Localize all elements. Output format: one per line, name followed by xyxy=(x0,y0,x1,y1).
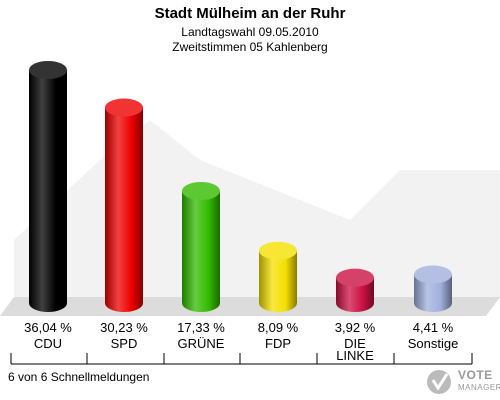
chart-subtitle-district: Zweitstimmen 05 Kahlenberg xyxy=(172,40,328,54)
value-label: 8,09 % xyxy=(258,320,299,335)
category-label: Sonstige xyxy=(408,336,459,351)
vote-manager-logo xyxy=(427,370,451,394)
logo-wordmark-sub: MANAGER xyxy=(458,383,500,392)
bar-fdp xyxy=(259,241,297,312)
chart-subtitle-election: Landtagswahl 09.05.2010 xyxy=(181,25,319,39)
bar-die-linke xyxy=(336,268,374,312)
bar-spd xyxy=(105,98,143,312)
chart-title: Stadt Mülheim an der Ruhr xyxy=(154,5,346,22)
bar-grüne xyxy=(182,181,220,312)
category-label: GRÜNE xyxy=(178,336,225,351)
category-label: DIE xyxy=(344,336,366,351)
value-label: 3,92 % xyxy=(335,320,376,335)
value-label: 17,33 % xyxy=(177,320,225,335)
bar-cdu xyxy=(29,61,67,312)
footer-note: 6 von 6 Schnellmeldungen xyxy=(8,370,150,384)
value-label: 30,23 % xyxy=(100,320,148,335)
category-label: SPD xyxy=(111,336,138,351)
category-label: LINKE xyxy=(336,348,374,363)
category-label: CDU xyxy=(34,336,62,351)
value-label: 4,41 % xyxy=(413,320,454,335)
bar-sonstige xyxy=(414,265,452,312)
category-label: FDP xyxy=(265,336,291,351)
logo-wordmark: VOTE xyxy=(458,368,493,382)
value-label: 36,04 % xyxy=(24,320,72,335)
